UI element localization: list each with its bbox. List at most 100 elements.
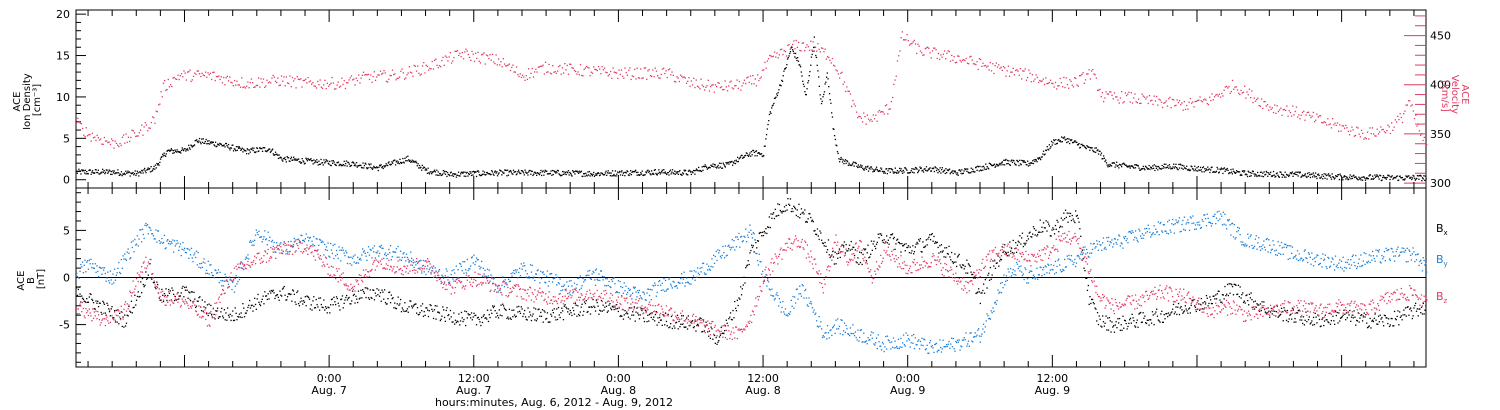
field-point-bx <box>395 308 398 310</box>
field-point-bx <box>1134 326 1137 328</box>
velocity-point <box>182 76 184 78</box>
density-point <box>1340 179 1343 181</box>
density-point <box>1364 179 1367 181</box>
velocity-point <box>759 77 761 80</box>
velocity-point <box>790 45 793 48</box>
velocity-point <box>1360 129 1363 131</box>
density-point <box>309 158 311 161</box>
field-point-bx <box>328 307 330 309</box>
field-point-bx <box>194 298 196 300</box>
density-point <box>418 167 420 169</box>
field-point-bx <box>295 303 297 305</box>
density-point <box>975 167 977 169</box>
field-point-bx <box>893 236 895 239</box>
density-point <box>557 170 559 172</box>
velocity-point <box>725 86 727 88</box>
velocity-point <box>373 71 375 73</box>
field-point-bx <box>434 305 436 307</box>
field-point-bx <box>818 238 820 241</box>
field-point-bx <box>1265 313 1267 315</box>
density-point <box>1075 141 1077 143</box>
density-point <box>110 170 112 173</box>
density-point <box>1388 175 1390 177</box>
density-point <box>609 172 611 174</box>
field-point-bx <box>251 304 253 306</box>
density-point <box>469 171 471 173</box>
velocity-point <box>865 123 867 125</box>
density-point <box>357 165 359 167</box>
density-point <box>1334 177 1336 179</box>
density-point <box>763 145 766 147</box>
velocity-point <box>212 71 214 74</box>
density-point <box>1118 163 1121 166</box>
velocity-point <box>1324 121 1326 124</box>
field-point-bx <box>679 326 681 328</box>
field-point-bx <box>779 209 781 212</box>
velocity-point <box>665 70 667 72</box>
density-point <box>1357 179 1359 181</box>
velocity-point <box>491 53 494 55</box>
field-point-bx <box>593 305 595 307</box>
velocity-point <box>986 66 988 68</box>
density-point <box>989 162 991 165</box>
field-point-bx <box>1404 307 1407 309</box>
density-point <box>544 169 546 171</box>
velocity-point <box>1092 69 1094 71</box>
density-point <box>1372 175 1374 177</box>
field-point-bx <box>622 318 625 320</box>
density-point <box>993 163 996 165</box>
density-point <box>1339 173 1341 175</box>
field-point-bx <box>633 306 635 308</box>
field-point-bx <box>1377 315 1380 317</box>
density-point <box>982 165 985 167</box>
density-point <box>703 165 705 167</box>
field-point-bx <box>259 304 262 307</box>
field-point-bx <box>618 307 620 309</box>
velocity-point <box>1422 139 1424 142</box>
density-point <box>1157 165 1160 168</box>
field-point-bx <box>1280 307 1283 309</box>
field-point-bx <box>964 265 966 268</box>
density-point <box>247 149 249 151</box>
density-point <box>1027 160 1029 162</box>
velocity-point <box>149 127 151 129</box>
velocity-point <box>522 74 524 76</box>
field-point-bx <box>413 304 415 306</box>
field-point-bx <box>1248 304 1250 306</box>
density-point <box>103 170 105 172</box>
density-point <box>1197 170 1199 172</box>
density-point <box>451 174 453 177</box>
field-point-bx <box>691 320 693 323</box>
field-point-by <box>93 267 95 269</box>
density-point <box>238 146 240 148</box>
density-point <box>510 171 512 173</box>
velocity-point <box>857 117 859 119</box>
velocity-point <box>1385 132 1387 134</box>
field-point-bx <box>1211 302 1213 305</box>
field-point-bx <box>192 301 194 303</box>
density-point <box>699 169 701 172</box>
velocity-point <box>189 69 191 71</box>
field-point-bx <box>800 208 803 210</box>
density-point <box>456 174 458 176</box>
field-point-bx <box>648 320 650 322</box>
velocity-point <box>1212 99 1214 101</box>
density-point <box>815 54 817 57</box>
density-point <box>347 161 350 164</box>
density-point <box>622 172 624 174</box>
density-point <box>593 171 595 174</box>
density-point <box>482 170 484 172</box>
density-point <box>1314 176 1316 178</box>
density-point <box>505 169 507 172</box>
density-point <box>585 174 588 176</box>
density-point <box>1118 167 1120 169</box>
density-point <box>1210 169 1212 171</box>
density-point <box>1149 168 1151 170</box>
velocity-point <box>248 87 250 89</box>
field-point-by <box>97 270 99 273</box>
field-point-bx <box>663 315 665 317</box>
velocity-point <box>992 63 994 65</box>
velocity-point <box>297 78 300 80</box>
field-point-bx <box>122 316 124 318</box>
field-point-bx <box>269 290 271 292</box>
